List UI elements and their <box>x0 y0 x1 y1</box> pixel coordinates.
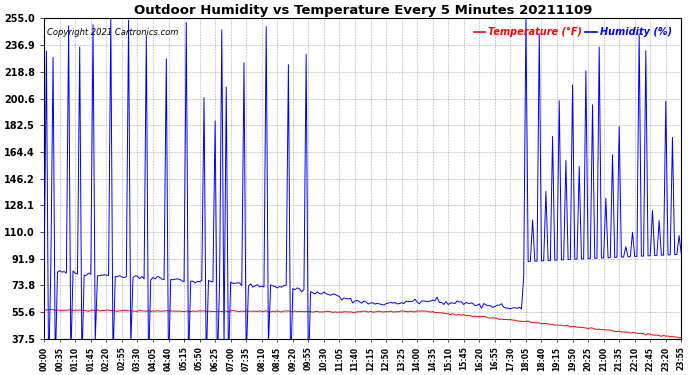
Legend: Temperature (°F), Humidity (%): Temperature (°F), Humidity (%) <box>470 24 676 41</box>
Text: Copyright 2021 Cartronics.com: Copyright 2021 Cartronics.com <box>48 28 179 37</box>
Title: Outdoor Humidity vs Temperature Every 5 Minutes 20211109: Outdoor Humidity vs Temperature Every 5 … <box>134 4 592 17</box>
